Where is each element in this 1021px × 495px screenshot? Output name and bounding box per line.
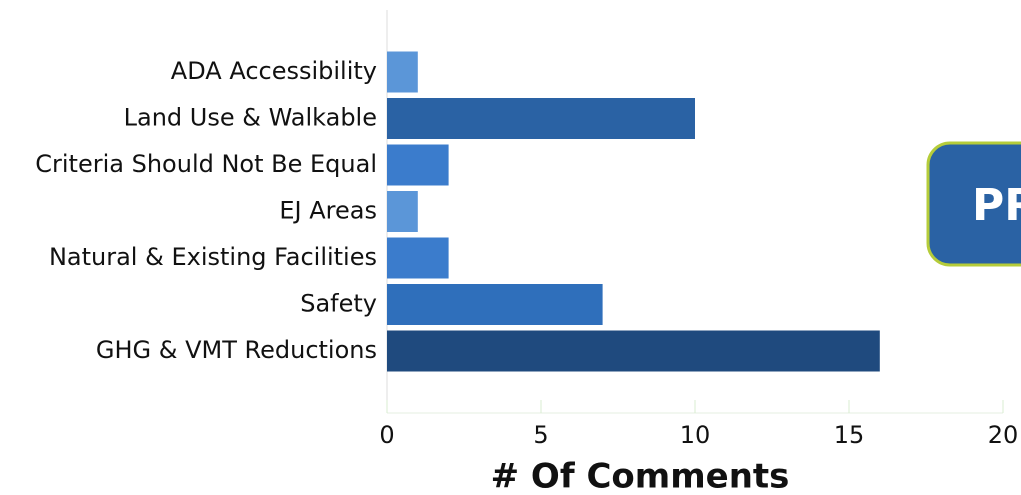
bar (387, 284, 603, 325)
callout-box (926, 141, 1021, 267)
x-tick-label: 5 (533, 421, 548, 449)
bar (387, 51, 418, 93)
y-tick-label: Safety (300, 290, 377, 318)
bar (387, 237, 449, 279)
x-tick-label: 20 (988, 421, 1019, 449)
x-tick-label: 10 (680, 421, 711, 449)
y-tick-label: ADA Accessibility (171, 57, 377, 85)
x-axis-title: # Of Comments (491, 457, 790, 495)
bar (387, 144, 449, 186)
bar (387, 98, 695, 139)
y-tick-label: Land Use & Walkable (124, 104, 377, 132)
x-tick-label: 15 (834, 421, 865, 449)
y-tick-label: Criteria Should Not Be Equal (35, 150, 377, 178)
y-tick-label: GHG & VMT Reductions (96, 336, 377, 364)
bar (387, 330, 880, 372)
x-tick-label: 0 (379, 421, 394, 449)
y-tick-label: EJ Areas (279, 197, 377, 225)
callout-text: PR (972, 180, 1021, 231)
bar (387, 191, 418, 232)
y-tick-label: Natural & Existing Facilities (49, 243, 377, 271)
